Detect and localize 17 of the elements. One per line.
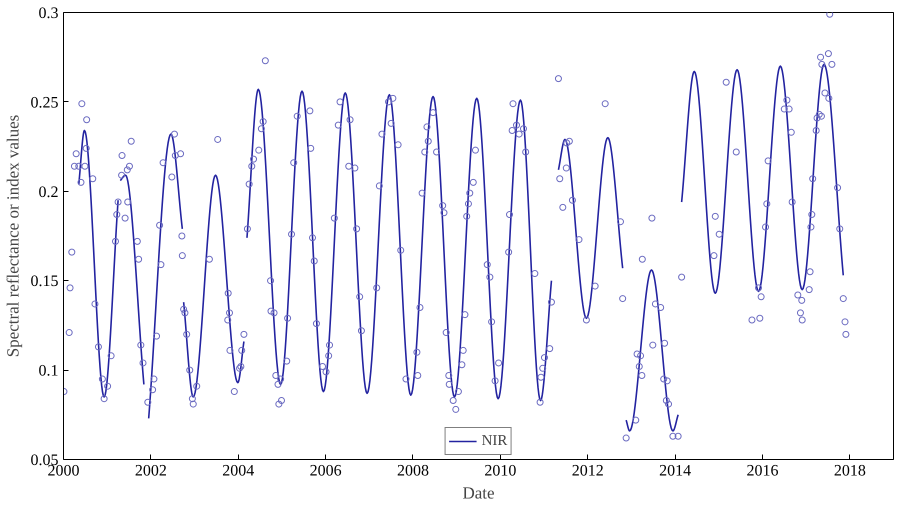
y-tick-label: 0.25 [30,94,58,112]
y-tick-label: 0.15 [30,273,58,290]
x-tick-label: 2010 [484,462,516,480]
x-axis-title: Date [462,484,495,502]
x-tick-label: 2002 [134,462,167,480]
y-axis-title: Spectral reflectance or index values [4,114,22,358]
legend-label: NIR [482,432,508,450]
x-tick-label: 2016 [746,462,778,480]
x-tick-label: 2008 [396,462,429,480]
y-tick-label: 0.2 [38,184,58,201]
x-tick-label: 2012 [572,462,604,480]
x-tick-label: 2018 [834,462,866,480]
x-tick-label: 2004 [222,462,254,480]
y-tick-label: 0.3 [38,5,58,22]
y-tick-label: 0.1 [38,362,58,380]
x-tick-label: 2006 [310,462,342,480]
x-tick-label: 2014 [659,462,692,480]
